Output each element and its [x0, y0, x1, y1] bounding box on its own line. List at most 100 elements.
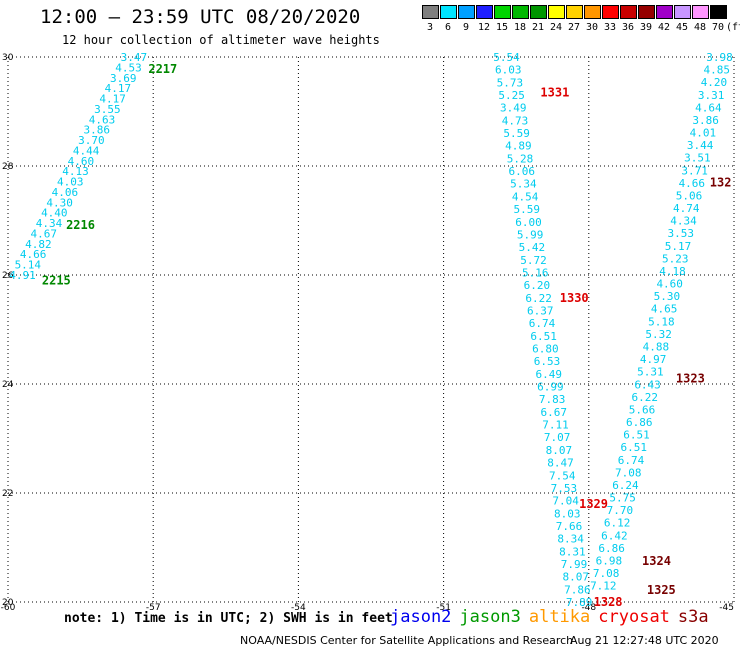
wave-height-point: 5.06 — [676, 189, 703, 202]
scale-swatch-12 — [476, 5, 493, 19]
pass-number-label: 2217 — [148, 62, 177, 76]
wave-height-point: 4.97 — [640, 353, 667, 366]
wave-height-point: 5.32 — [645, 328, 672, 341]
wave-height-point: 4.66 — [679, 177, 706, 190]
wave-height-point: 5.16 — [522, 266, 549, 279]
wave-height-point: 6.98 — [596, 554, 623, 567]
wave-height-point: 7.07 — [544, 431, 571, 444]
scale-label-18: 18 — [513, 22, 527, 33]
wave-height-point: 4.13 — [62, 165, 89, 178]
legend-s3a: s3a — [677, 607, 709, 627]
wave-height-point: 4.44 — [73, 144, 100, 157]
pass-number-label: 1330 — [560, 291, 589, 305]
wave-height-point: 4.06 — [52, 186, 79, 199]
scale-swatch-9 — [458, 5, 475, 19]
wave-height-point: 4.65 — [651, 303, 678, 316]
wave-height-point: 8.31 — [559, 545, 586, 558]
wave-height-point: 6.24 — [612, 479, 639, 492]
wave-height-point: 7.08 — [593, 567, 620, 580]
wave-height-point: 4.18 — [659, 265, 686, 278]
wave-height-point: 5.59 — [514, 203, 541, 216]
satellite-legend: jason2 jason3 altika cryosat s3a — [390, 607, 717, 627]
wave-height-point: 3.86 — [692, 114, 719, 127]
scale-swatch-3 — [422, 5, 439, 19]
wave-height-point: 7.66 — [556, 520, 583, 533]
generated-timestamp: Aug 21 12:27:48 UTC 2020 — [570, 634, 719, 647]
scale-label-15: 15 — [495, 22, 509, 33]
wave-height-point: 6.22 — [632, 391, 659, 404]
wave-height-point: 6.99 — [537, 381, 564, 394]
pass-number-label: 1331 — [540, 85, 569, 99]
wave-height-point: 4.88 — [643, 340, 670, 353]
wave-height-point: 3.70 — [78, 134, 105, 147]
x-tick-label: -48 — [581, 603, 596, 610]
chart-title: 12:00 – 23:59 UTC 08/20/2020 — [40, 6, 361, 28]
wave-height-point: 7.86 — [564, 583, 591, 596]
wave-height-point: 7.89 — [566, 596, 593, 609]
wave-height-point: 7.04 — [552, 495, 579, 508]
y-tick-label: 26 — [2, 271, 14, 281]
wave-height-point: 7.54 — [549, 469, 576, 482]
wave-height-point: 4.17 — [105, 82, 132, 95]
wave-height-point: 6.37 — [527, 304, 554, 317]
wave-height-point: 5.42 — [519, 241, 546, 254]
wave-height-point: 6.53 — [534, 355, 561, 368]
scale-label-6: 6 — [444, 22, 452, 33]
wave-height-point: 6.51 — [623, 429, 650, 442]
wave-height-point: 6.20 — [524, 279, 551, 292]
scale-swatch-42 — [656, 5, 673, 19]
scale-swatch-18 — [512, 5, 529, 19]
wave-height-point: 7.99 — [561, 558, 588, 571]
wave-height-point: 5.25 — [498, 89, 525, 102]
scale-swatch-30 — [584, 5, 601, 19]
wave-height-point: 6.49 — [535, 368, 562, 381]
wave-height-point: 5.72 — [520, 254, 547, 267]
x-tick-label: -51 — [436, 603, 451, 610]
wave-height-point: 4.67 — [30, 227, 57, 240]
scale-swatch-15 — [494, 5, 511, 19]
scale-swatch-70 — [710, 5, 727, 19]
scale-label-12: 12 — [477, 22, 491, 33]
wave-height-point: 3.31 — [698, 89, 725, 102]
wave-height-point: 4.03 — [57, 176, 84, 189]
wave-height-point: 4.73 — [502, 114, 529, 127]
wave-height-point: 4.60 — [656, 278, 683, 291]
scale-label-3: 3 — [426, 22, 434, 33]
wave-height-point: 3.86 — [83, 124, 110, 137]
wave-height-point: 5.17 — [665, 240, 692, 253]
wave-height-point: 5.59 — [503, 127, 530, 140]
scale-swatch-27 — [566, 5, 583, 19]
wave-height-point: 3.51 — [684, 152, 711, 165]
pass-number-label: 2215 — [42, 273, 71, 287]
pass-number-label: 1328 — [594, 595, 623, 609]
wave-height-point: 5.75 — [609, 492, 636, 505]
wave-height-point: 4.30 — [46, 196, 73, 209]
x-tick-label: -60 — [1, 603, 16, 610]
wave-height-point: 6.06 — [508, 165, 535, 178]
scale-swatch-48 — [692, 5, 709, 19]
scale-label-9: 9 — [462, 22, 470, 33]
scale-label-39: 39 — [639, 22, 653, 33]
wave-height-point: 3.55 — [94, 103, 121, 116]
credit-line: NOAA/NESDIS Center for Satellite Applica… — [240, 634, 574, 647]
wave-height-point: 6.12 — [604, 517, 631, 530]
wave-height-point: 5.66 — [629, 403, 656, 416]
scale-label-27: 27 — [567, 22, 581, 33]
scale-label-42: 42 — [657, 22, 671, 33]
wave-height-point: 4.40 — [41, 207, 68, 220]
scale-label-70: 70 — [711, 22, 725, 33]
wave-height-point: 8.34 — [557, 533, 584, 546]
wave-height-point: 3.53 — [668, 227, 695, 240]
wave-height-point: 5.99 — [517, 228, 544, 241]
scale-swatch-24 — [548, 5, 565, 19]
wave-height-point: 4.85 — [703, 64, 730, 77]
scale-label-30: 30 — [585, 22, 599, 33]
wave-height-point: 4.60 — [68, 155, 95, 168]
scale-swatch-39 — [638, 5, 655, 19]
wave-height-point: 3.71 — [681, 164, 708, 177]
wave-height-point: 5.31 — [637, 366, 664, 379]
legend-jason2: jason2 — [390, 607, 452, 627]
wave-height-point: 4.82 — [25, 238, 52, 251]
wave-height-point: 4.63 — [89, 113, 116, 126]
wave-height-point: 6.22 — [525, 292, 552, 305]
